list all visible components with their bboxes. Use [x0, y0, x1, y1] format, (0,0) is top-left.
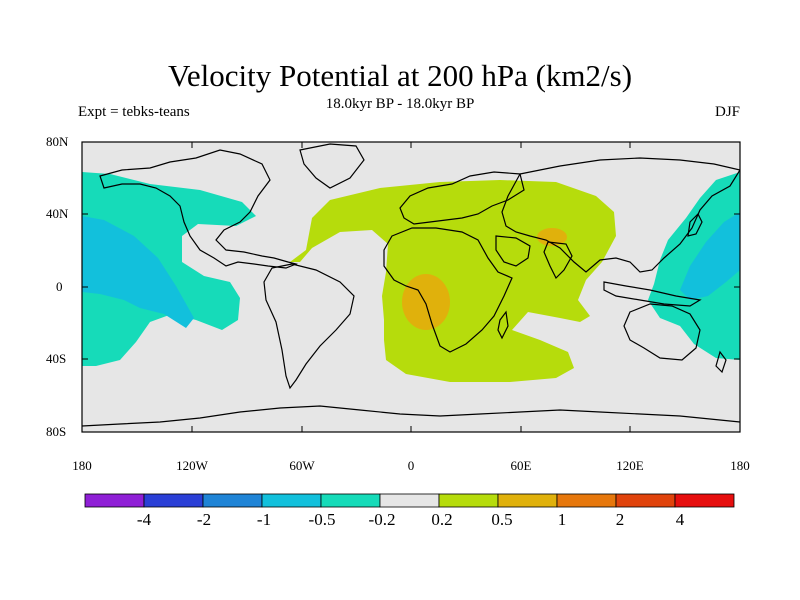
lon-tick-label: 120E: [616, 458, 644, 473]
map-subtitle: 18.0kyr BP - 18.0kyr BP: [325, 96, 475, 112]
positive-core-india: [537, 228, 567, 246]
map-plot-area: [82, 142, 740, 432]
coast-antarctica: [82, 405, 740, 427]
lat-tick-label: 80S: [46, 424, 67, 439]
colorbar-label: -1: [256, 510, 272, 529]
coast-indonesia: [603, 281, 702, 307]
colorbar-swatch: [615, 493, 676, 508]
lon-tick-label: 180: [730, 458, 750, 473]
colorbar-label: -4: [136, 510, 152, 529]
colorbar-swatch: [556, 493, 617, 508]
colorbar-swatch: [438, 493, 499, 508]
lon-tick-label: 0: [407, 458, 415, 473]
coast-madagascar: [497, 310, 509, 340]
negative-core-east: [680, 212, 740, 300]
season-label: DJF: [714, 104, 740, 120]
colorbar-label: -0.2: [368, 510, 396, 529]
coast-south-america: [263, 263, 355, 390]
lat-tick-label: 40N: [46, 206, 69, 221]
colorbar-label: 0.2: [431, 510, 453, 529]
lat-tick-label: 40S: [46, 351, 67, 366]
colorbar-swatch: [497, 493, 558, 508]
colorbar-swatch: [320, 493, 381, 508]
negative-region-west-pacific: [82, 172, 256, 366]
coast-asia: [501, 157, 740, 273]
lon-tick-label: 60W: [289, 458, 315, 473]
colorbar-swatch: [261, 493, 322, 508]
coast-arabia: [495, 235, 531, 267]
lon-tick-label: 180: [72, 458, 92, 473]
coastlines: [82, 143, 740, 427]
colorbar-label: -0.5: [308, 510, 336, 529]
coast-new-zealand: [715, 350, 727, 374]
lat-tick-label: 0: [56, 279, 63, 294]
coast-north-america: [99, 149, 298, 269]
positive-core-central-africa: [402, 274, 450, 330]
coast-europe: [399, 171, 525, 225]
colorbar-swatch: [379, 493, 440, 508]
lat-tick-label: 80N: [46, 134, 69, 149]
colorbar: [84, 493, 735, 508]
experiment-label: Expt = tebks-teans: [78, 104, 190, 120]
colorbar-label: 2: [615, 510, 625, 529]
colorbar-label: 0.5: [491, 510, 513, 529]
colorbar-swatch: [674, 493, 735, 508]
colorbar-swatch: [143, 493, 204, 508]
lon-tick-label: 120W: [176, 458, 208, 473]
negative-core-west: [82, 216, 194, 328]
colorbar-label: 1: [557, 510, 567, 529]
positive-region-africa: [290, 180, 616, 382]
colorbar-swatch: [84, 493, 145, 508]
lat-ticks: [82, 141, 740, 433]
coast-japan: [687, 212, 703, 237]
colorbar-swatch: [202, 493, 263, 508]
coast-india: [543, 241, 573, 280]
map-title: Velocity Potential at 200 hPa (km2/s): [167, 58, 633, 93]
lon-tick-label: 60E: [510, 458, 532, 473]
coast-africa: [383, 227, 513, 353]
colorbar-label: 4: [675, 510, 685, 529]
coast-greenland: [299, 143, 365, 189]
colorbar-label: -2: [196, 510, 212, 529]
coast-australia: [623, 303, 701, 361]
lon-ticks: [81, 142, 741, 432]
